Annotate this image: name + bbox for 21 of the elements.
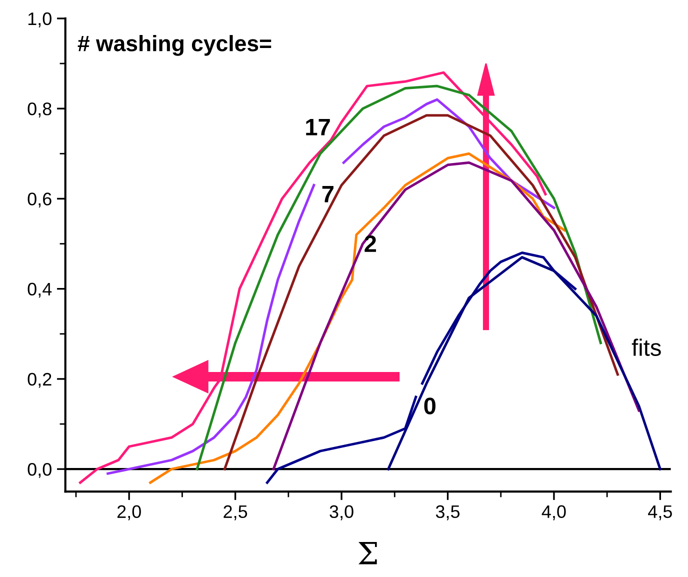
x-tick-label: 3,5 (436, 505, 460, 520)
x-tick-label: 2,0 (117, 505, 141, 520)
line-series (196, 84, 602, 470)
x-tick-label: 3,0 (330, 505, 354, 520)
x-axis-title: Σ (358, 542, 377, 564)
y-tick-label: 0,6 (28, 192, 52, 208)
x-tick-label: 4,0 (542, 505, 566, 520)
annotation: 17 (306, 118, 330, 136)
line-series (223, 114, 619, 470)
annotation: # washing cycles= (78, 35, 272, 56)
x-tick-label: 4,5 (648, 505, 672, 520)
y-tick-label: 0,8 (28, 102, 52, 118)
annotation: 2 (364, 235, 376, 252)
y-tick-label: 1,0 (28, 12, 52, 28)
x-tick-label: 2,5 (224, 505, 248, 520)
annotation: 0 (424, 398, 436, 414)
y-tick-label: 0,2 (28, 372, 52, 388)
y-tick-label: 0,4 (28, 282, 52, 298)
annotation: 7 (322, 186, 334, 202)
y-tick-label: 0,0 (28, 463, 52, 478)
annotation: fits (632, 338, 661, 356)
